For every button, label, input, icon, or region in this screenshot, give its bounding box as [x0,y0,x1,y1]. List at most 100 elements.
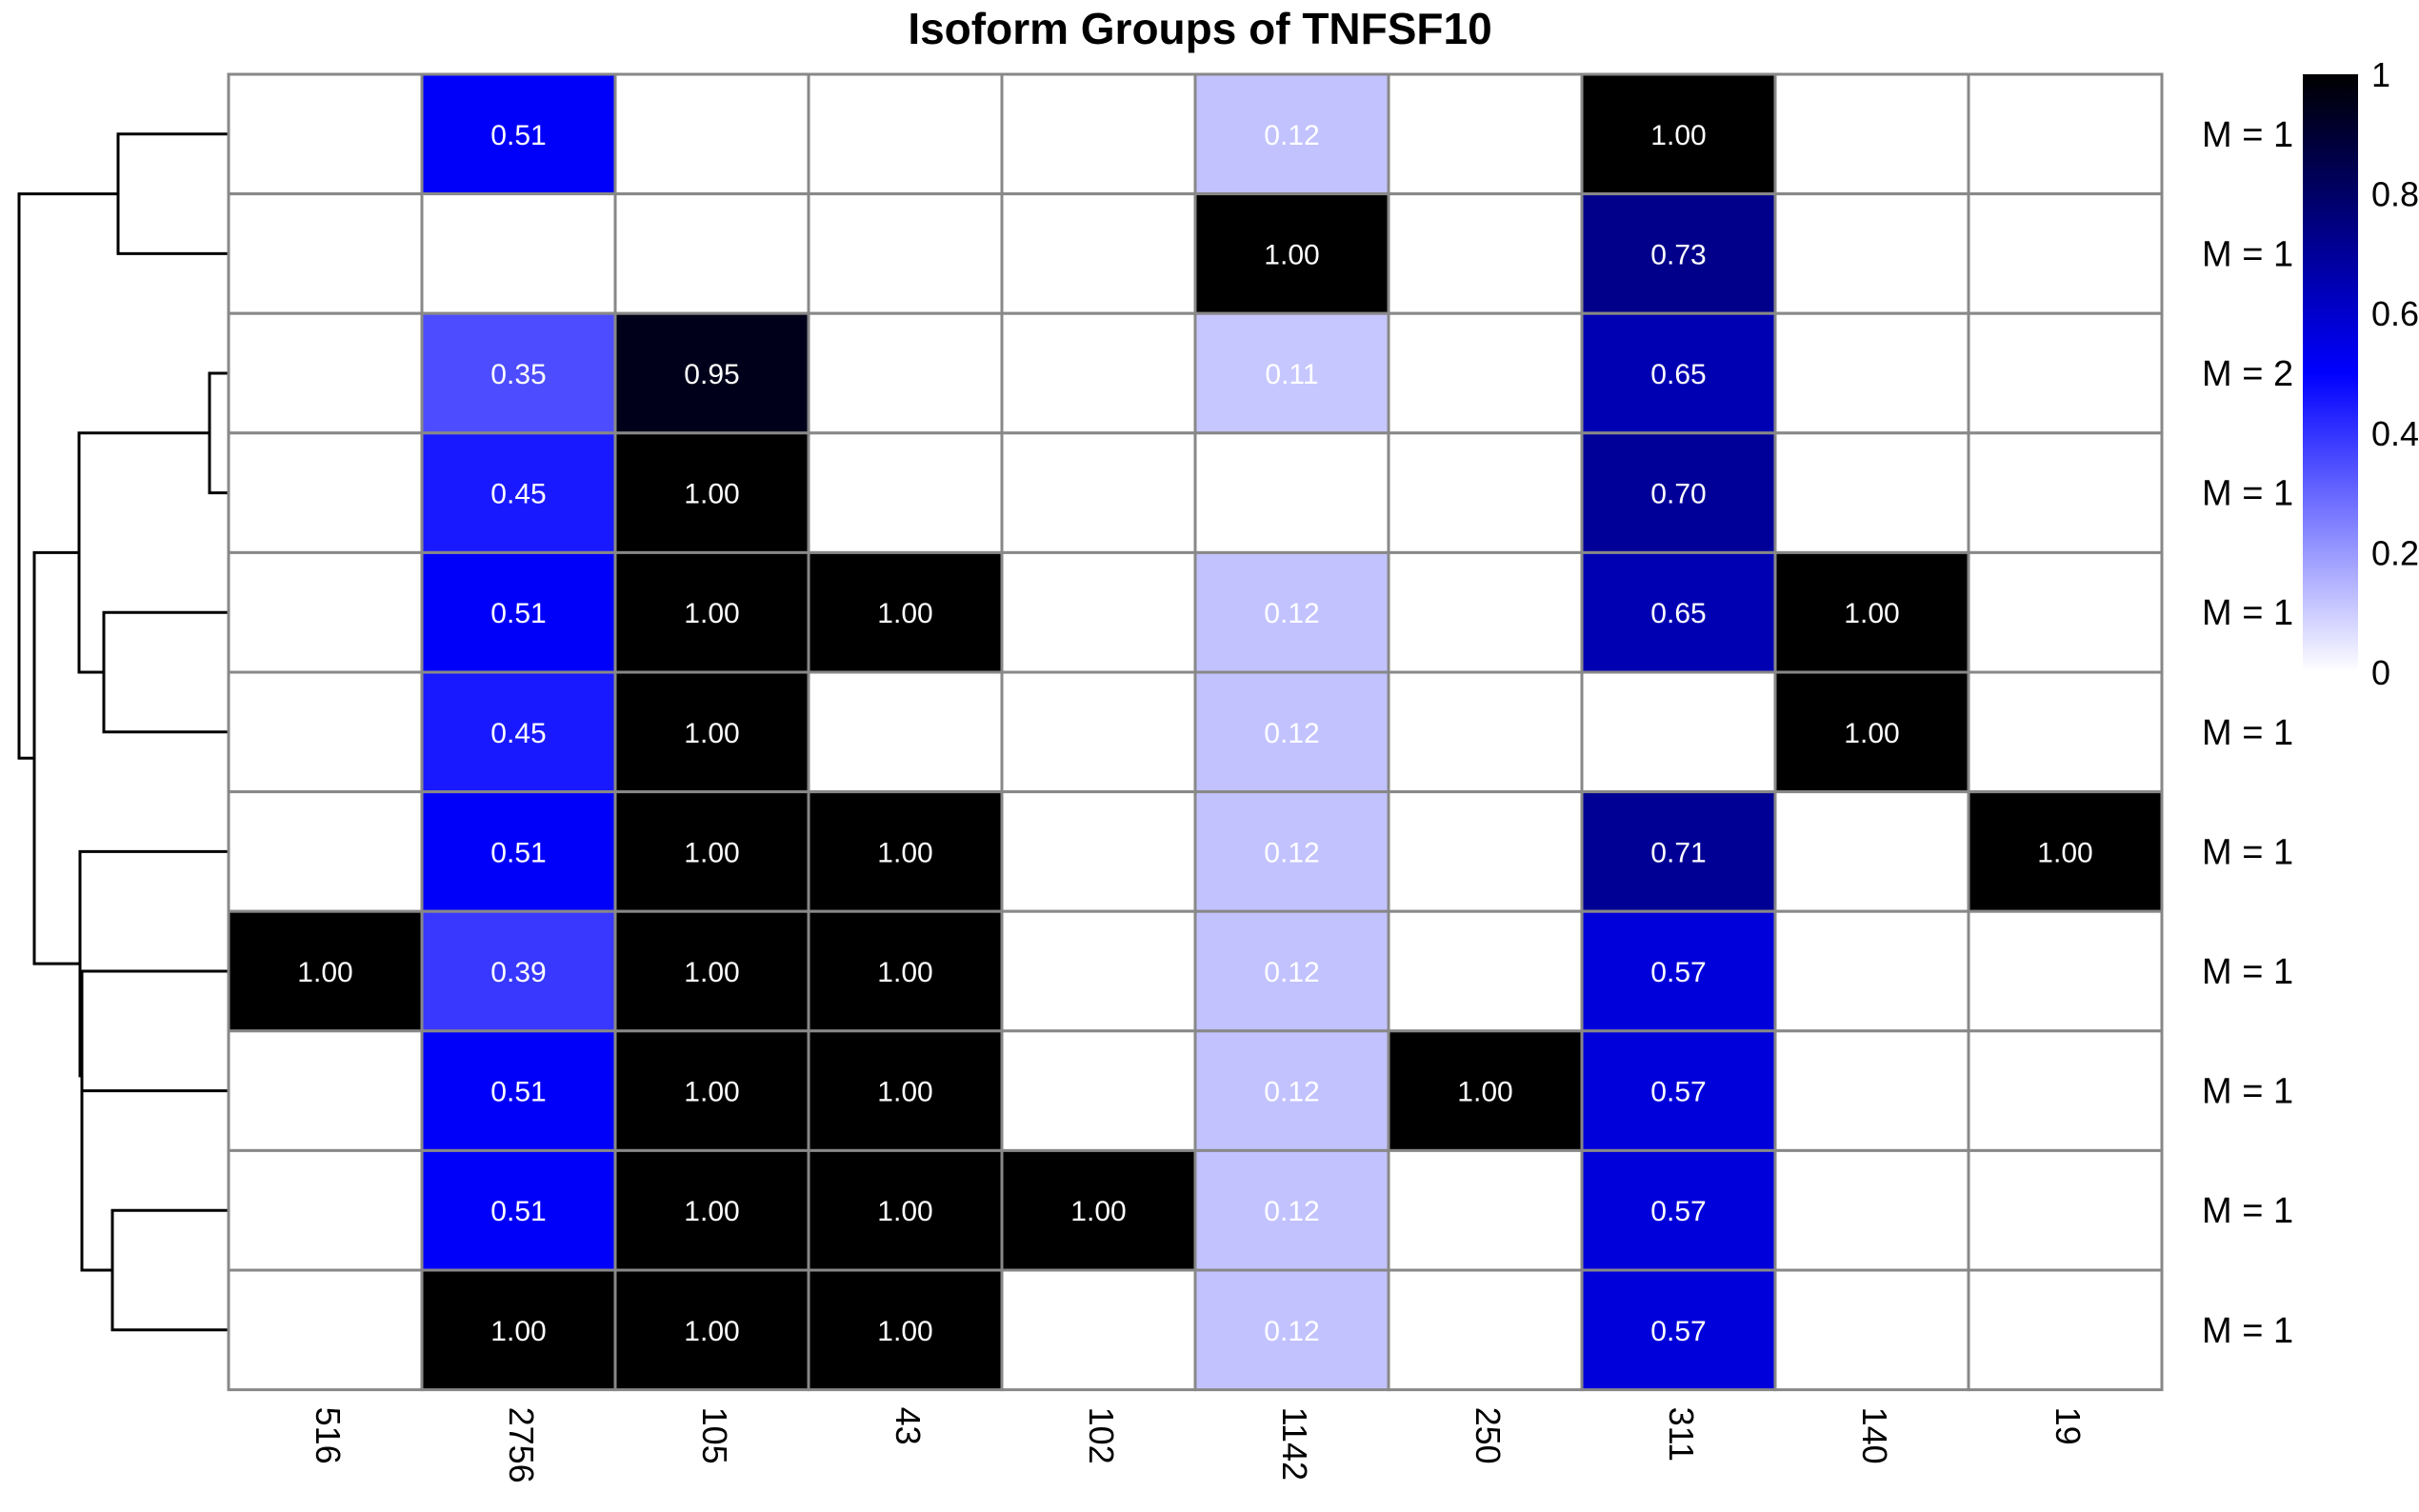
heatmap-cell [807,670,1004,794]
heatmap-cell [227,909,424,1033]
column-label: 311 [1662,1407,1701,1462]
cell-value-label: 1.00 [684,718,739,749]
cell-value-label: 0.71 [1650,837,1706,868]
heatmap-cell [1967,72,2164,196]
legend-tick-label: 0.8 [2371,175,2419,214]
heatmap-cell [1000,311,1197,435]
dendrogram-branch [80,969,229,1181]
heatmap-cell [1773,670,1970,794]
heatmap-cell [613,1268,810,1392]
heatmap-cell [1387,192,1584,315]
cell-value-label: 0.70 [1650,479,1706,510]
chart-title: Isoform Groups of TNFSF10 [908,4,1491,53]
heatmap-cell [227,1268,424,1392]
heatmap-cell [227,550,424,674]
heatmap-cell [1000,72,1197,196]
cell-value-label: 0.57 [1650,1196,1706,1227]
cell-value-label: 1.00 [1844,718,1899,749]
row-label: M = 2 [2202,354,2293,394]
heatmap-cell [1967,1029,2164,1152]
heatmap-cell [1387,670,1584,794]
cell-value-label: 1.00 [877,598,932,629]
cell-value-label: 1.00 [684,1196,739,1227]
heatmap-cell [1967,1268,2164,1392]
cell-value-label: 0.95 [684,359,739,390]
heatmap-cell [613,670,810,794]
heatmap-cell [1000,192,1197,315]
dendrogram-branch [17,192,118,760]
heatmap-cell [1387,790,1584,913]
legend-tick-label: 0.6 [2371,294,2419,333]
heatmap-cell [1580,431,1777,554]
legend-tick-label: 0.4 [2371,414,2419,453]
cell-value-label: 1.00 [877,957,932,988]
heatmap-cell [227,670,424,794]
heatmap-cell [1000,1029,1197,1152]
dendrogram-branch [32,550,80,965]
cell-value-label: 1.00 [877,1077,932,1108]
heatmap-cell [1580,670,1777,794]
column-label: 43 [889,1407,928,1445]
heatmap-cell [807,909,1004,1033]
cell-value-label: 1.00 [684,479,739,510]
cell-value-label: 0.73 [1650,239,1706,270]
heatmap-cell [1000,1268,1197,1392]
cell-value-label: 0.12 [1264,837,1319,868]
cell-value-label: 0.51 [490,1196,546,1227]
cell-value-label: 1.00 [1650,120,1706,151]
row-labels: M = 1 M = 1 M = 2 M = 1 M = 1 M = 1 M = 1 M = 1… [2202,115,2293,1351]
cell-value-label: 0.35 [490,359,546,390]
color-legend: 0 0.2 0.4 0.6 0.8 1 [2303,55,2419,692]
cell-value-label: 1.00 [1070,1196,1126,1227]
legend-tick-label: 0.2 [2371,533,2419,572]
row-label: M = 1 [2202,952,2293,992]
cell-value-label: 0.12 [1264,1077,1319,1108]
cell-value-label: 0.45 [490,718,546,749]
heatmap-cell [1967,909,2164,1033]
heatmap-cell [227,1029,424,1152]
dendrogram-branch [80,1089,229,1272]
row-label: M = 1 [2202,1311,2293,1351]
heatmap-cell [807,311,1004,435]
heatmap-cell [1387,431,1584,554]
row-label: M = 1 [2202,1072,2293,1112]
cell-value-label: 1.00 [490,1316,546,1347]
legend-color-bar [2303,74,2358,672]
column-label: 2756 [502,1407,541,1483]
heatmap-cell [1193,431,1390,554]
dendrogram-branch [102,610,229,734]
heatmap-cell [1387,550,1584,674]
heatmap-cell-labels: 0.51 0.12 1.00 1.00 0.73 0.35 0.95 0.11 0.65 0.45… [297,120,2092,1347]
column-label: 140 [1855,1407,1894,1464]
column-labels: 516 2756 105 43 102 1142 250 311 140 19 [309,1407,2088,1483]
cell-value-label: 1.00 [877,1316,932,1347]
cell-value-label: 0.57 [1650,957,1706,988]
cell-value-label: 1.00 [684,598,739,629]
heatmap-cell [1193,790,1390,913]
heatmap-cell [1773,909,1970,1033]
heatmap-cell [1387,909,1584,1033]
heatmap-cell [1000,670,1197,794]
heatmap-cell [420,72,617,196]
cell-value-label: 1.00 [684,1316,739,1347]
cell-value-label: 0.12 [1264,718,1319,749]
row-label: M = 1 [2202,832,2293,872]
heatmap-cell [1773,192,1970,315]
column-label: 1142 [1275,1407,1314,1481]
heatmap-cell [1580,550,1777,674]
cell-value-label: 0.12 [1264,598,1319,629]
heatmap-cell [1193,909,1390,1033]
heatmap-cell [1773,311,1970,435]
heatmap-cell [1967,192,2164,315]
legend-tick-label: 0 [2371,653,2390,692]
heatmap-cell [1773,790,1970,913]
cell-value-label: 0.65 [1650,359,1706,390]
heatmap-cell [1000,909,1197,1033]
cell-value-label: 0.57 [1650,1316,1706,1347]
row-label: M = 1 [2202,593,2293,633]
column-label: 516 [309,1407,348,1464]
dendrogram-branch [208,371,229,495]
heatmap-cell [613,1029,810,1152]
heatmap-cell [807,431,1004,554]
